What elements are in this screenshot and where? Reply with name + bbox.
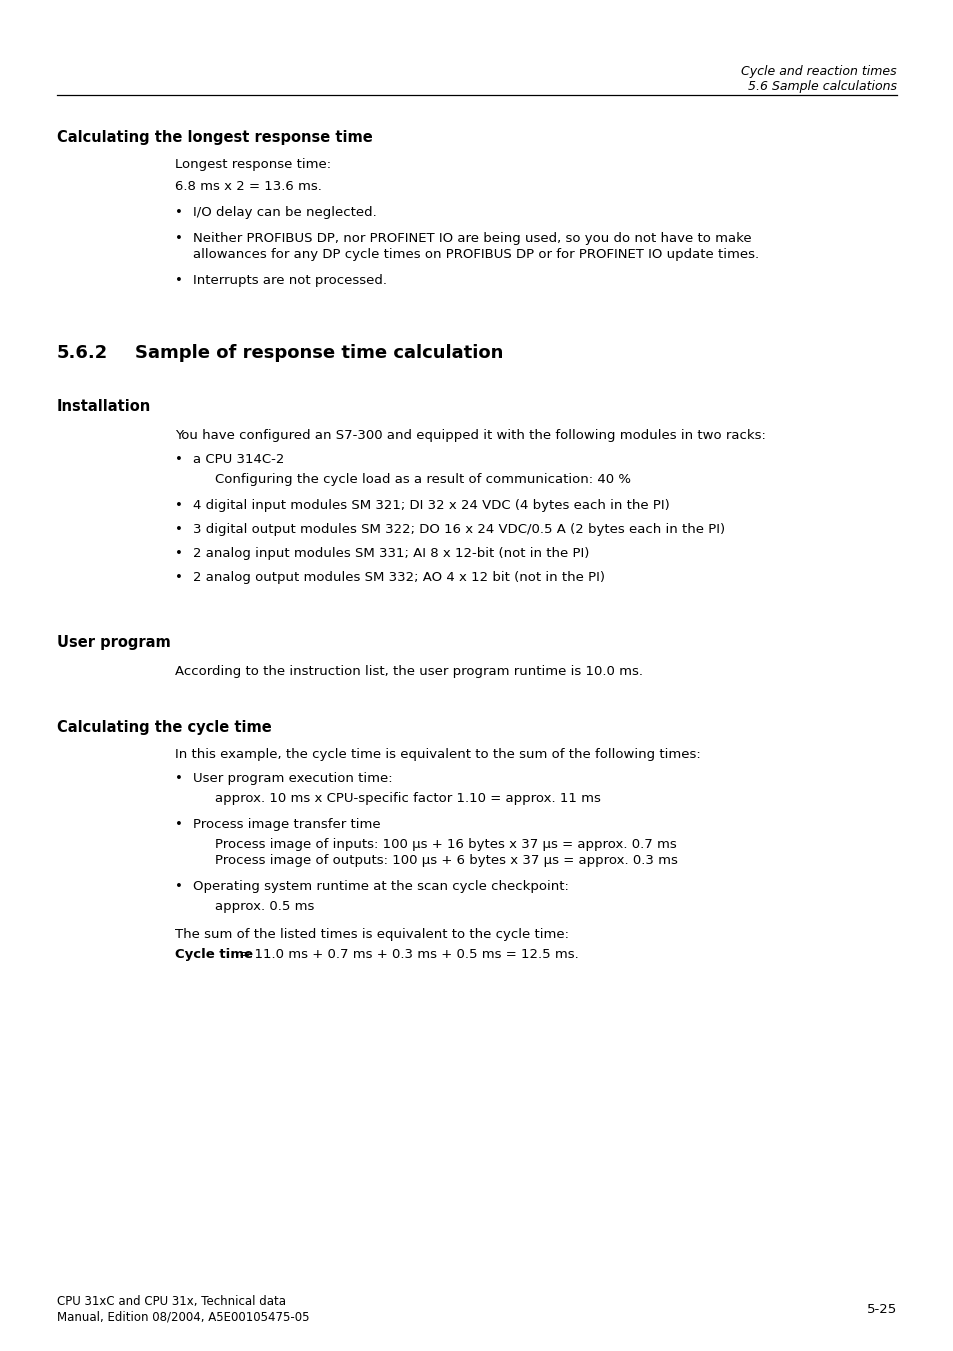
Text: 6.8 ms x 2 = 13.6 ms.: 6.8 ms x 2 = 13.6 ms. [174, 180, 321, 193]
Text: According to the instruction list, the user program runtime is 10.0 ms.: According to the instruction list, the u… [174, 665, 642, 678]
Text: •: • [174, 547, 183, 561]
Text: •: • [174, 274, 183, 286]
Text: In this example, the cycle time is equivalent to the sum of the following times:: In this example, the cycle time is equiv… [174, 748, 700, 761]
Text: •: • [174, 571, 183, 584]
Text: Calculating the longest response time: Calculating the longest response time [57, 130, 373, 145]
Text: Process image of outputs: 100 μs + 6 bytes x 37 μs = approx. 0.3 ms: Process image of outputs: 100 μs + 6 byt… [214, 854, 678, 867]
Text: •: • [174, 499, 183, 512]
Text: 5.6.2: 5.6.2 [57, 345, 108, 362]
Text: Interrupts are not processed.: Interrupts are not processed. [193, 274, 387, 286]
Text: Longest response time:: Longest response time: [174, 158, 331, 172]
Text: User program: User program [57, 635, 171, 650]
Text: 5-25: 5-25 [866, 1302, 896, 1316]
Text: •: • [174, 880, 183, 893]
Text: •: • [174, 523, 183, 536]
Text: approx. 0.5 ms: approx. 0.5 ms [214, 900, 314, 913]
Text: Operating system runtime at the scan cycle checkpoint:: Operating system runtime at the scan cyc… [193, 880, 568, 893]
Text: 3 digital output modules SM 322; DO 16 x 24 VDC/0.5 A (2 bytes each in the PI): 3 digital output modules SM 322; DO 16 x… [193, 523, 724, 536]
Text: Cycle time: Cycle time [174, 948, 253, 961]
Text: CPU 31xC and CPU 31x, Technical data: CPU 31xC and CPU 31x, Technical data [57, 1296, 286, 1308]
Text: Calculating the cycle time: Calculating the cycle time [57, 720, 272, 735]
Text: User program execution time:: User program execution time: [193, 771, 393, 785]
Text: Process image of inputs: 100 μs + 16 bytes x 37 μs = approx. 0.7 ms: Process image of inputs: 100 μs + 16 byt… [214, 838, 676, 851]
Text: 2 analog input modules SM 331; AI 8 x 12-bit (not in the PI): 2 analog input modules SM 331; AI 8 x 12… [193, 547, 589, 561]
Text: The sum of the listed times is equivalent to the cycle time:: The sum of the listed times is equivalen… [174, 928, 568, 942]
Text: You have configured an S7-300 and equipped it with the following modules in two : You have configured an S7-300 and equipp… [174, 430, 765, 442]
Text: 5.6 Sample calculations: 5.6 Sample calculations [747, 80, 896, 93]
Text: Process image transfer time: Process image transfer time [193, 817, 380, 831]
Text: Sample of response time calculation: Sample of response time calculation [135, 345, 503, 362]
Text: •: • [174, 453, 183, 466]
Text: 2 analog output modules SM 332; AO 4 x 12 bit (not in the PI): 2 analog output modules SM 332; AO 4 x 1… [193, 571, 604, 584]
Text: I/O delay can be neglected.: I/O delay can be neglected. [193, 205, 376, 219]
Text: •: • [174, 817, 183, 831]
Text: Manual, Edition 08/2004, A5E00105475-05: Manual, Edition 08/2004, A5E00105475-05 [57, 1310, 309, 1324]
Text: Installation: Installation [57, 399, 152, 413]
Text: 4 digital input modules SM 321; DI 32 x 24 VDC (4 bytes each in the PI): 4 digital input modules SM 321; DI 32 x … [193, 499, 669, 512]
Text: = 11.0 ms + 0.7 ms + 0.3 ms + 0.5 ms = 12.5 ms.: = 11.0 ms + 0.7 ms + 0.3 ms + 0.5 ms = 1… [234, 948, 578, 961]
Text: Neither PROFIBUS DP, nor PROFINET IO are being used, so you do not have to make: Neither PROFIBUS DP, nor PROFINET IO are… [193, 232, 751, 245]
Text: allowances for any DP cycle times on PROFIBUS DP or for PROFINET IO update times: allowances for any DP cycle times on PRO… [193, 249, 759, 261]
Text: Cycle and reaction times: Cycle and reaction times [740, 65, 896, 78]
Text: •: • [174, 205, 183, 219]
Text: approx. 10 ms x CPU-specific factor 1.10 = approx. 11 ms: approx. 10 ms x CPU-specific factor 1.10… [214, 792, 600, 805]
Text: Configuring the cycle load as a result of communication: 40 %: Configuring the cycle load as a result o… [214, 473, 630, 486]
Text: •: • [174, 232, 183, 245]
Text: •: • [174, 771, 183, 785]
Text: a CPU 314C-2: a CPU 314C-2 [193, 453, 284, 466]
